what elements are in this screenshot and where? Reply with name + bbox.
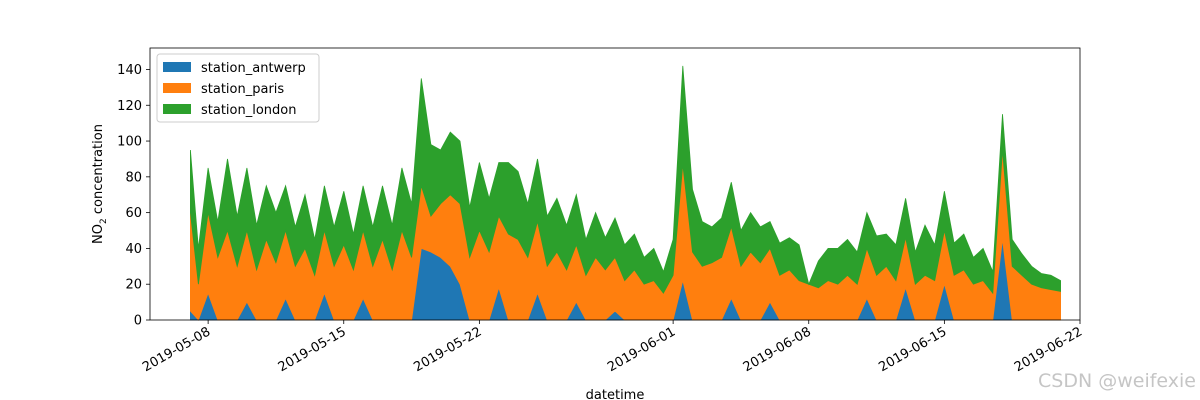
y-axis-label: NO2 concentration bbox=[91, 124, 109, 244]
watermark: CSDN @weifexie bbox=[1038, 370, 1196, 392]
y-tick-label: 20 bbox=[125, 278, 142, 293]
y-tick-label: 0 bbox=[134, 314, 142, 329]
x-tick-label: 2019-05-22 bbox=[411, 324, 484, 375]
x-axis-label: datetime bbox=[586, 388, 645, 400]
y-tick-label: 80 bbox=[125, 170, 142, 185]
x-tick-label: 2019-06-08 bbox=[741, 324, 814, 375]
stacked-areas bbox=[190, 65, 1061, 321]
area-station-london bbox=[190, 65, 1061, 295]
x-tick-label: 2019-06-15 bbox=[876, 324, 949, 375]
y-axis: 0 20 40 60 80 100 120 140 bbox=[117, 63, 150, 329]
x-tick-label: 2019-06-01 bbox=[605, 324, 678, 375]
legend-swatch-station-london bbox=[163, 104, 191, 114]
legend: station_antwerp station_paris station_lond… bbox=[156, 53, 320, 123]
x-tick-label: 2019-06-22 bbox=[1012, 324, 1085, 375]
legend-box bbox=[156, 53, 320, 123]
legend-label-station-paris: station_paris bbox=[201, 82, 284, 97]
y-tick-label: 120 bbox=[117, 99, 142, 114]
legend-swatch-station-paris bbox=[163, 83, 191, 93]
legend-swatch-station-antwerp bbox=[163, 62, 191, 72]
legend-label-station-antwerp: station_antwerp bbox=[201, 61, 306, 76]
y-tick-label: 40 bbox=[125, 242, 142, 257]
x-axis: 2019-05-08 2019-05-15 2019-05-22 2019-06-01… bbox=[140, 320, 1085, 375]
y-tick-label: 60 bbox=[125, 206, 142, 221]
x-tick-label: 2019-05-08 bbox=[140, 324, 213, 375]
y-tick-label: 140 bbox=[117, 63, 142, 78]
legend-label-station-london: station_london bbox=[201, 103, 297, 118]
x-tick-label: 2019-05-15 bbox=[276, 324, 349, 375]
y-tick-label: 100 bbox=[117, 135, 142, 150]
plot-frame bbox=[149, 47, 1081, 321]
